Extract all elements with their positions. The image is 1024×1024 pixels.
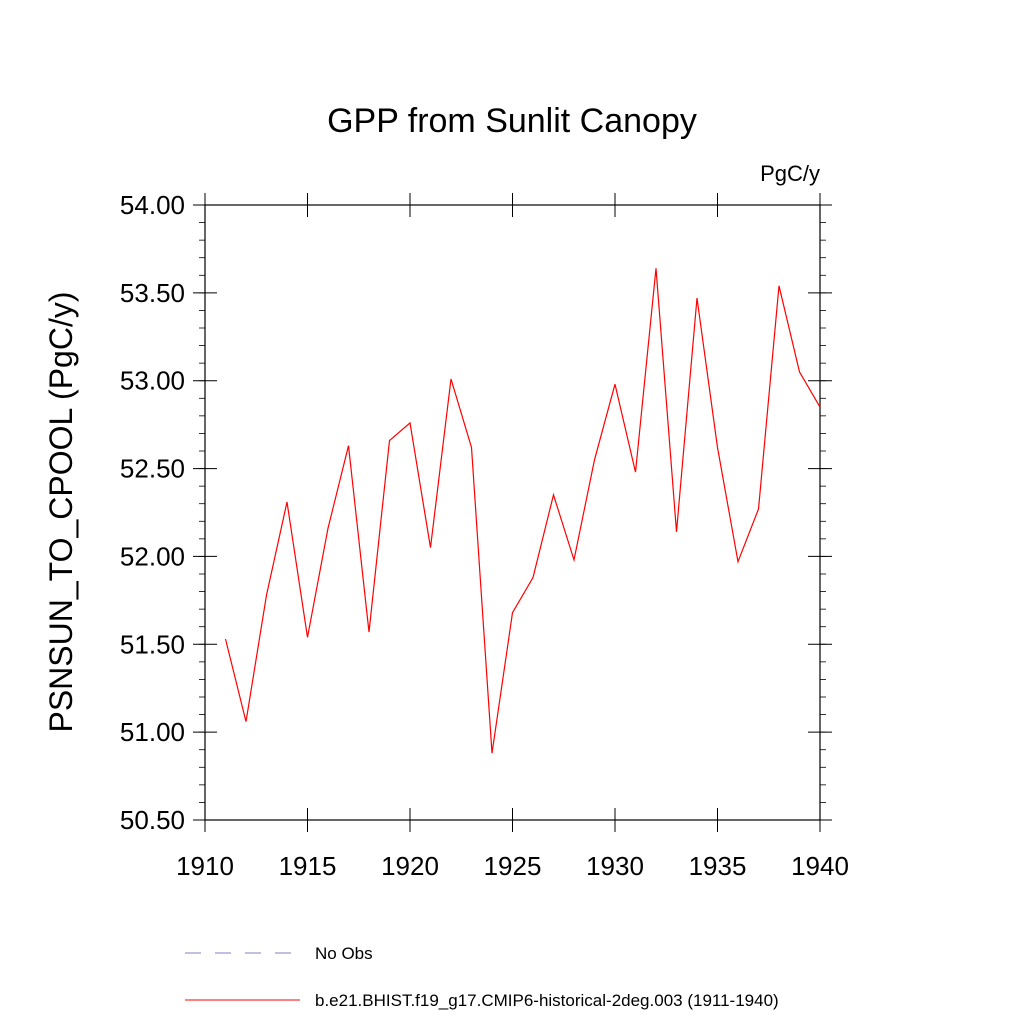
plot-frame bbox=[204, 204, 821, 821]
x-tick-label: 1920 bbox=[381, 851, 439, 881]
y-tick-label: 54.00 bbox=[120, 190, 185, 220]
x-axis-ticks: 1910 1915 1920 1925 1930 1935 1940 bbox=[176, 193, 849, 881]
y-tick-label: 51.50 bbox=[120, 629, 185, 659]
x-tick-label: 1915 bbox=[279, 851, 337, 881]
chart-title: GPP from Sunlit Canopy bbox=[327, 102, 697, 140]
y-tick-label: 52.50 bbox=[120, 454, 185, 484]
x-tick-label: 1935 bbox=[689, 851, 747, 881]
series-line bbox=[224, 268, 821, 754]
x-tick-label: 1930 bbox=[586, 851, 644, 881]
legend: No Obs b.e21.BHIST.f19_g17.CMIP6-histori… bbox=[185, 944, 779, 1010]
y-tick-label: 53.00 bbox=[120, 366, 185, 396]
y-tick-label: 52.00 bbox=[120, 541, 185, 571]
y-axis-ticks: 50.50 51.00 51.50 52.00 52.50 53.00 53.50 54.00 bbox=[120, 190, 832, 835]
legend-label-model: b.e21.BHIST.f19_g17.CMIP6-historical-2de… bbox=[315, 991, 779, 1010]
series-layer bbox=[224, 268, 821, 754]
y-tick-label: 50.50 bbox=[120, 805, 185, 835]
x-tick-label: 1910 bbox=[176, 851, 234, 881]
units-label: PgC/y bbox=[760, 161, 820, 186]
legend-label-no-obs: No Obs bbox=[315, 944, 373, 963]
x-tick-label: 1925 bbox=[484, 851, 542, 881]
y-tick-label: 53.50 bbox=[120, 278, 185, 308]
y-tick-label: 51.00 bbox=[120, 717, 185, 747]
y-axis-label: PSNSUN_TO_CPOOL (PgC/y) bbox=[43, 292, 79, 733]
x-tick-label: 1940 bbox=[791, 851, 849, 881]
